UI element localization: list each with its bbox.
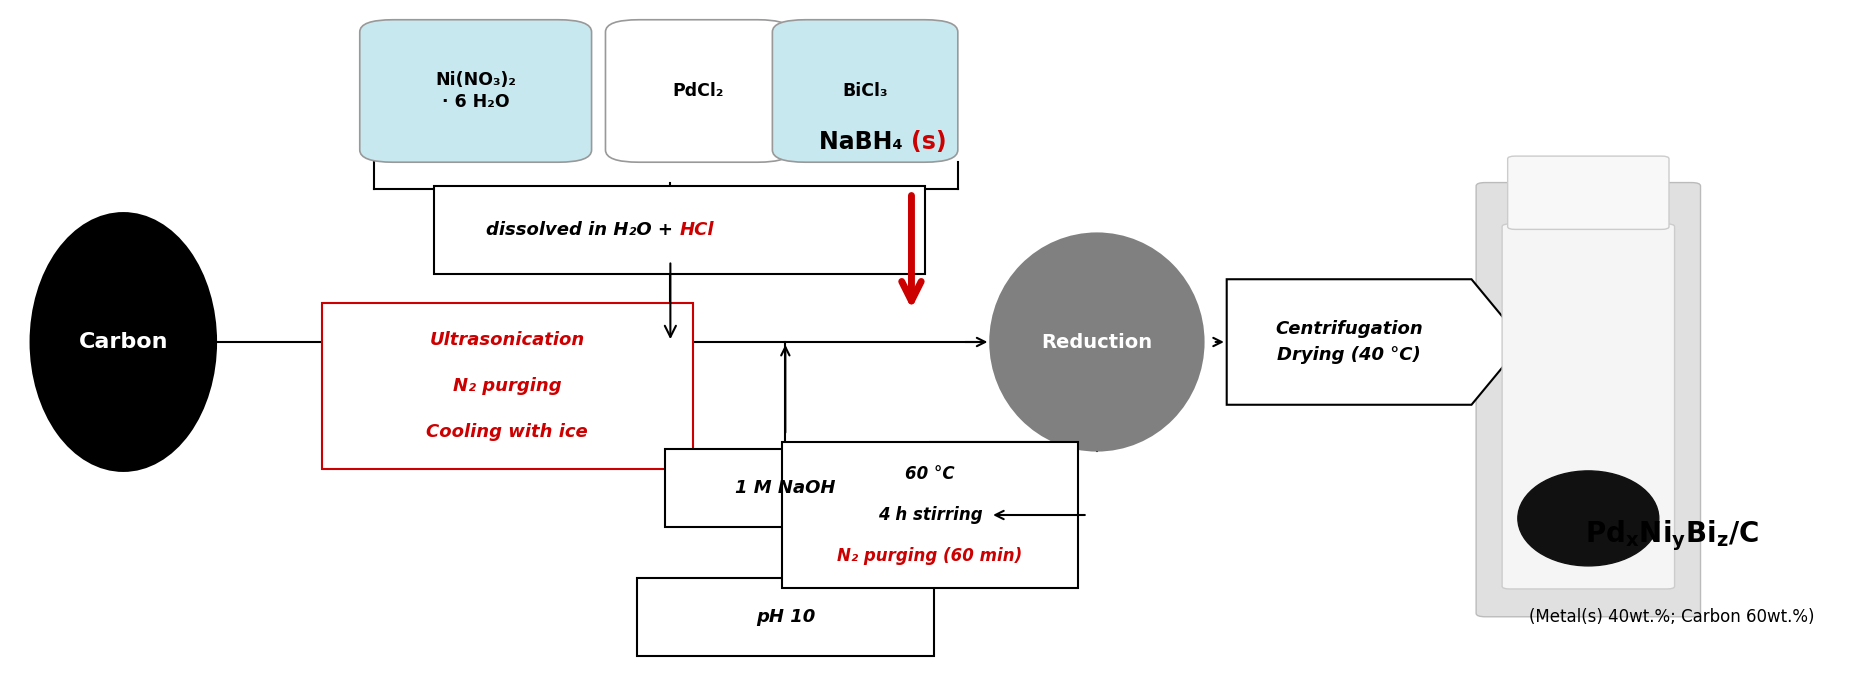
Bar xyxy=(664,449,906,527)
Text: (s): (s) xyxy=(911,130,947,154)
Text: PdCl₂: PdCl₂ xyxy=(673,82,724,100)
Text: (Metal(s) 40wt.%; Carbon 60wt.%): (Metal(s) 40wt.%; Carbon 60wt.%) xyxy=(1529,608,1815,626)
Polygon shape xyxy=(1228,279,1523,405)
Text: Carbon: Carbon xyxy=(78,332,167,352)
Bar xyxy=(322,303,692,469)
Text: Ni(NO₃)₂
· 6 H₂O: Ni(NO₃)₂ · 6 H₂O xyxy=(435,71,517,111)
Text: Reduction: Reduction xyxy=(1042,332,1153,352)
Text: 60 °C: 60 °C xyxy=(906,465,954,484)
FancyBboxPatch shape xyxy=(772,20,958,162)
Bar xyxy=(781,442,1079,588)
Ellipse shape xyxy=(30,213,216,471)
Bar xyxy=(433,186,926,274)
Text: HCl: HCl xyxy=(679,221,714,239)
FancyBboxPatch shape xyxy=(359,20,591,162)
Text: $\mathbf{Pd_xNi_yBi_z/C}$: $\mathbf{Pd_xNi_yBi_z/C}$ xyxy=(1585,518,1760,553)
Text: BiCl₃: BiCl₃ xyxy=(843,82,887,100)
Text: pH 10: pH 10 xyxy=(755,608,815,626)
Ellipse shape xyxy=(990,233,1203,451)
FancyBboxPatch shape xyxy=(1508,156,1668,229)
Text: 1 M NaOH: 1 M NaOH xyxy=(735,479,835,497)
Text: N₂ purging (60 min): N₂ purging (60 min) xyxy=(837,547,1023,565)
Text: Centrifugation
Drying (40 °C): Centrifugation Drying (40 °C) xyxy=(1276,321,1423,363)
Text: NaBH₄: NaBH₄ xyxy=(820,130,911,154)
Bar xyxy=(636,578,934,656)
Text: 4 h stirring: 4 h stirring xyxy=(878,506,982,524)
Ellipse shape xyxy=(1518,471,1659,566)
FancyBboxPatch shape xyxy=(1477,183,1700,617)
FancyBboxPatch shape xyxy=(1503,224,1674,589)
Text: N₂ purging: N₂ purging xyxy=(452,377,562,395)
Text: dissolved in H₂O +: dissolved in H₂O + xyxy=(487,221,679,239)
Text: Ultrasonication: Ultrasonication xyxy=(430,331,584,349)
Text: Cooling with ice: Cooling with ice xyxy=(426,423,588,441)
FancyBboxPatch shape xyxy=(606,20,790,162)
